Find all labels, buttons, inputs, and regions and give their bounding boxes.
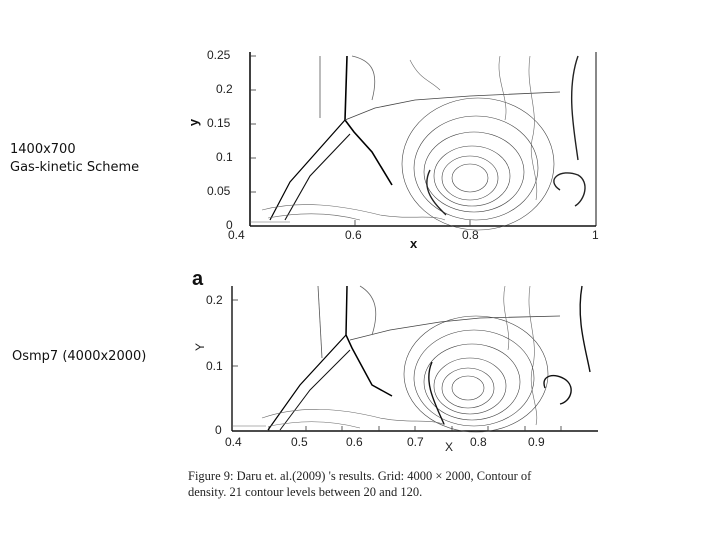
bottom-xtick-0.9: 0.9 bbox=[528, 435, 545, 449]
top-ytick-0.15: 0.15 bbox=[207, 116, 231, 130]
label-osmp7-text: Osmp7 (4000x2000) bbox=[12, 349, 147, 364]
label-osmp7: Osmp7 (4000x2000) bbox=[12, 348, 146, 366]
bottom-x-axis-title: X bbox=[445, 440, 454, 454]
bottom-contour-graphic bbox=[231, 285, 598, 433]
figure-caption: Figure 9: Daru et. al.(2009) 's results.… bbox=[188, 468, 618, 500]
top-xtick-1: 1 bbox=[592, 228, 599, 242]
bottom-ytick-0.1: 0.1 bbox=[206, 359, 223, 373]
top-contour-graphic bbox=[249, 52, 597, 231]
bottom-ytick-0: 0 bbox=[215, 423, 222, 437]
bottom-y-axis-title: Y bbox=[193, 342, 208, 352]
label-gas-kinetic: 1400x700 Gas-kinetic Scheme bbox=[10, 141, 139, 177]
bottom-xtick-0.5: 0.5 bbox=[291, 435, 308, 449]
top-x-axis-title: x bbox=[410, 236, 418, 251]
bottom-xtick-0.4: 0.4 bbox=[225, 435, 242, 449]
top-ytick-0.2: 0.2 bbox=[216, 82, 233, 96]
label-scheme-name: Gas-kinetic Scheme bbox=[10, 160, 140, 175]
top-ytick-0.1: 0.1 bbox=[216, 150, 233, 164]
top-contour-plot: 0 0.05 0.1 0.15 0.2 0.25 y 0.4 0.6 0.8 1… bbox=[0, 0, 720, 260]
caption-line-2: density. 21 contour levels between 20 an… bbox=[188, 485, 423, 499]
panel-letter: a bbox=[192, 268, 204, 290]
bottom-contour-plot: a bbox=[192, 268, 598, 454]
top-ytick-0.05: 0.05 bbox=[207, 184, 231, 198]
top-xtick-0.6: 0.6 bbox=[345, 228, 362, 242]
top-ytick-0: 0 bbox=[226, 218, 233, 232]
top-ytick-0.25: 0.25 bbox=[207, 48, 231, 62]
top-xtick-0.4: 0.4 bbox=[228, 228, 245, 242]
bottom-xtick-0.7: 0.7 bbox=[407, 435, 424, 449]
caption-line-1: Figure 9: Daru et. al.(2009) 's results.… bbox=[188, 469, 532, 483]
top-xtick-0.8: 0.8 bbox=[462, 228, 479, 242]
label-grid-size: 1400x700 bbox=[10, 142, 76, 157]
bottom-xtick-0.6: 0.6 bbox=[346, 435, 363, 449]
bottom-ytick-0.2: 0.2 bbox=[206, 293, 223, 307]
bottom-xtick-0.8: 0.8 bbox=[470, 435, 487, 449]
